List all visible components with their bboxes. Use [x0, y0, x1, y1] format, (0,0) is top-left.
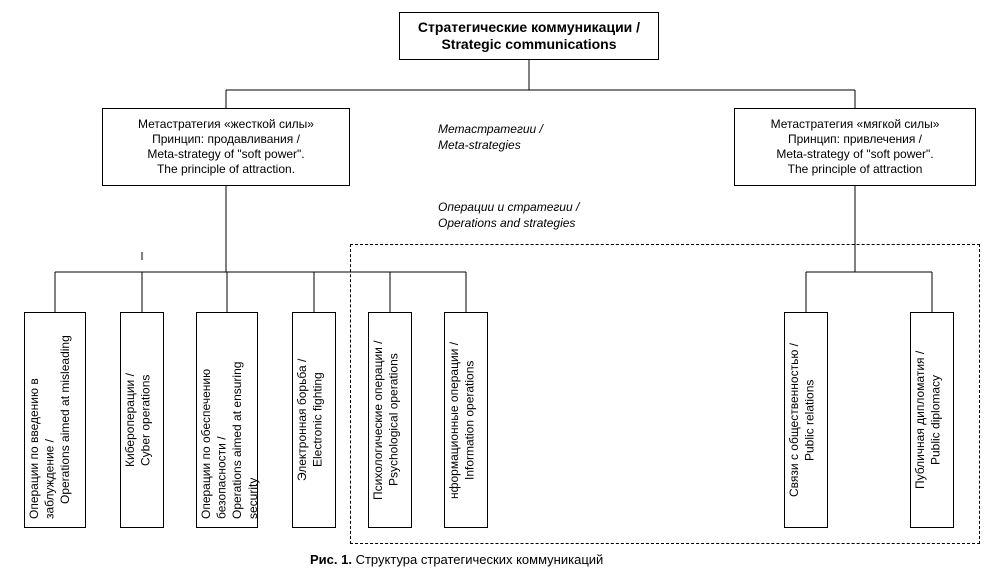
root-node: Стратегические коммуникации / Strategic … — [399, 12, 659, 60]
leaf-infoops-en: Information operations — [463, 360, 479, 479]
center-meta-ru: Метастратегии / — [438, 122, 543, 138]
leaf-cyber-ru: Кибероперации / — [123, 373, 139, 467]
center-ops-en: Operations and strategies — [438, 216, 579, 232]
leaf-psyops-ru: Психологические операции / — [371, 340, 387, 500]
leaf-electronic: Электронная борьба / Electronic fighting — [292, 312, 336, 528]
leaf-security: Операции по обеспечению безопасности / O… — [196, 312, 258, 528]
leaf-security-ru: Операции по обеспечению безопасности / — [199, 321, 230, 519]
center-label-ops: Операции и стратегии / Operations and st… — [438, 200, 579, 231]
leaf-diplomacy: Публичная дипломатия / Public diplomacy — [910, 312, 954, 528]
meta-right-en2: The principle of attraction — [788, 162, 923, 177]
meta-left-en2: The principle of attraction. — [157, 162, 295, 177]
leaf-security-en: Operations aimed at ensuring security — [230, 321, 261, 519]
leaf-pr: Связи с общественностью / Public relatio… — [784, 312, 828, 528]
meta-left-en1: Meta-strategy of "soft power". — [147, 147, 304, 162]
leaf-electronic-en: Electronic fighting — [311, 373, 327, 468]
leaf-misleading: Операции по введению в заблуждение / Ope… — [24, 312, 86, 528]
figure-caption: Рис. 1. Структура стратегических коммуни… — [310, 552, 603, 567]
leaf-electronic-ru: Электронная борьба / — [295, 359, 311, 481]
root-label-en: Strategic communications — [441, 36, 616, 54]
center-label-meta: Метастратегии / Meta-strategies — [438, 122, 543, 153]
leaf-infoops: нформационные операции / Information ope… — [444, 312, 488, 528]
meta-right-en1: Meta-strategy of "soft power". — [776, 147, 933, 162]
leaf-pr-en: Public relations — [803, 379, 819, 460]
meta-node-right: Метастратегия «мягкой силы» Принцип: при… — [734, 108, 976, 186]
leaf-cyber: Кибероперации / Cyber operations — [120, 312, 164, 528]
leaf-infoops-ru: нформационные операции / — [447, 341, 463, 498]
leaf-psyops-en: Psychological operations — [387, 354, 403, 487]
leaf-diplomacy-en: Public diplomacy — [929, 375, 945, 465]
center-ops-ru: Операции и стратегии / — [438, 200, 579, 216]
leaf-diplomacy-ru: Публичная дипломатия / — [913, 351, 929, 489]
caption-prefix: Рис. 1. — [310, 552, 356, 567]
meta-left-ru1: Метастратегия «жесткой силы» — [138, 117, 314, 132]
meta-right-ru1: Метастратегия «мягкой силы» — [771, 117, 940, 132]
diagram-canvas: Стратегические коммуникации / Strategic … — [0, 0, 1000, 583]
leaf-psyops: Психологические операции / Psychological… — [368, 312, 412, 528]
caption-text: Структура стратегических коммуникаций — [356, 552, 604, 567]
leaf-misleading-en: Operations aimed at misleading — [58, 336, 74, 505]
center-meta-en: Meta-strategies — [438, 138, 543, 154]
meta-left-ru2: Принцип: продавливания / — [152, 132, 300, 147]
meta-node-left: Метастратегия «жесткой силы» Принцип: пр… — [102, 108, 350, 186]
root-label-ru: Стратегические коммуникации / — [418, 19, 640, 37]
leaf-cyber-en: Cyber operations — [139, 374, 155, 465]
leaf-misleading-ru: Операции по введению в заблуждение / — [27, 321, 58, 519]
leaf-pr-ru: Связи с общественностью / — [787, 343, 803, 497]
meta-right-ru2: Принцип: привлечения / — [788, 132, 922, 147]
